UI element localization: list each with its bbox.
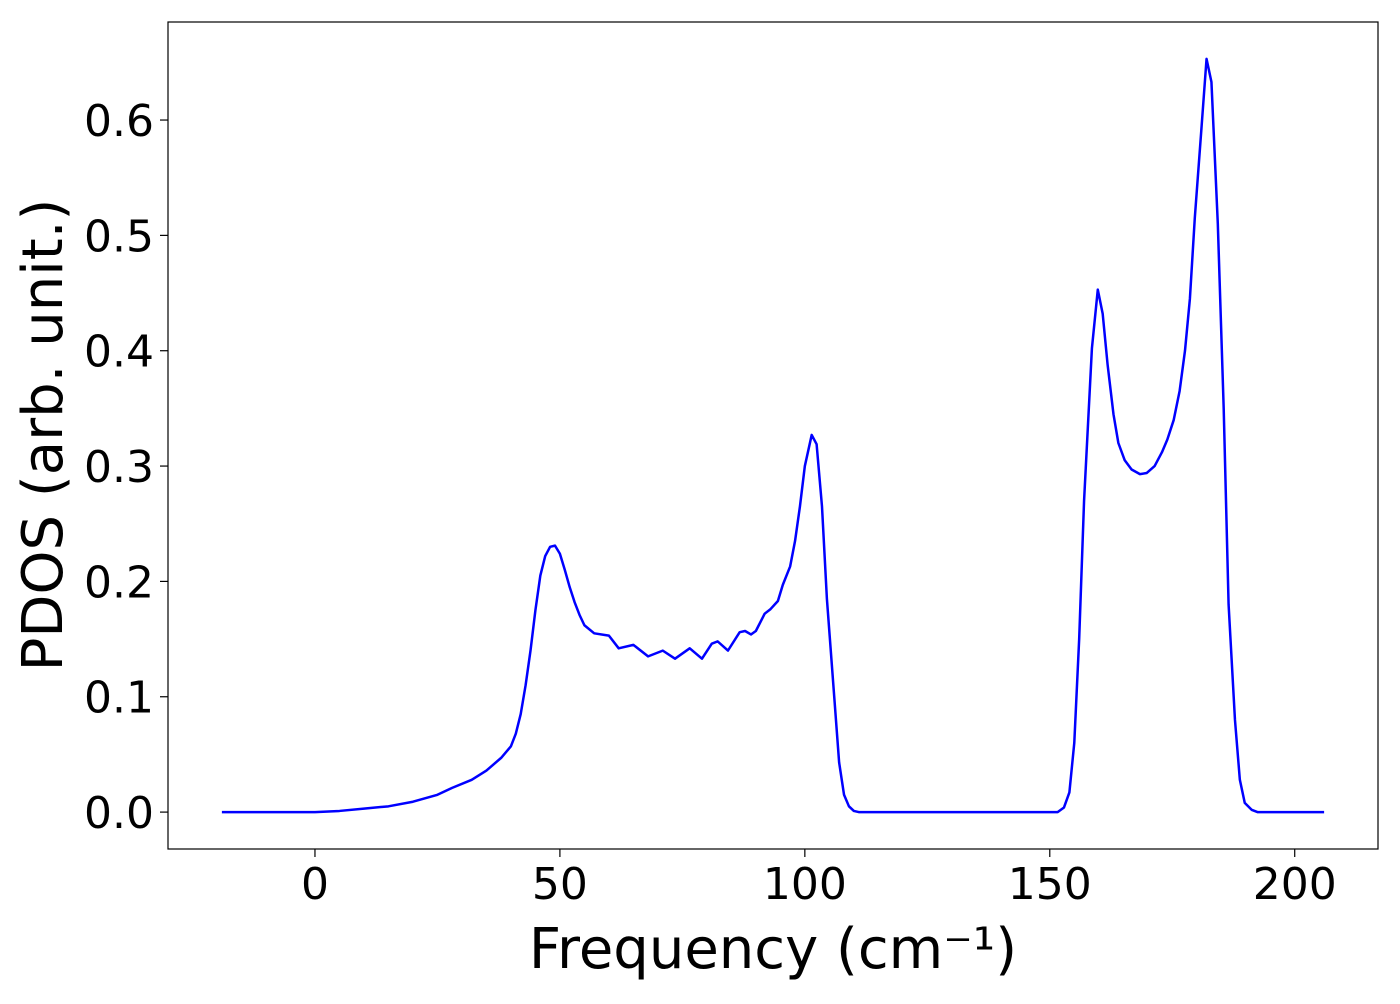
y-tick-label: 0.4: [84, 327, 154, 378]
x-tick-label: 0: [301, 859, 329, 910]
y-tick-label: 0.5: [84, 211, 154, 262]
x-axis-label: Frequency (cm⁻¹): [529, 917, 1017, 982]
y-tick-label: 0.2: [84, 557, 154, 608]
y-tick-label: 0.3: [84, 442, 154, 493]
x-tick-label: 150: [1008, 859, 1092, 910]
y-axis-label: PDOS (arb. unit.): [11, 199, 76, 672]
pdos-line: [221, 57, 1325, 814]
plot-frame: [167, 21, 1379, 850]
y-tick-label: 0.1: [84, 673, 154, 724]
x-tick-label: 200: [1253, 859, 1337, 910]
x-tick-label: 100: [763, 859, 847, 910]
y-tick-label: 0.0: [84, 788, 154, 839]
x-tick-label: 50: [532, 859, 588, 910]
y-tick-label: 0.6: [84, 96, 154, 147]
